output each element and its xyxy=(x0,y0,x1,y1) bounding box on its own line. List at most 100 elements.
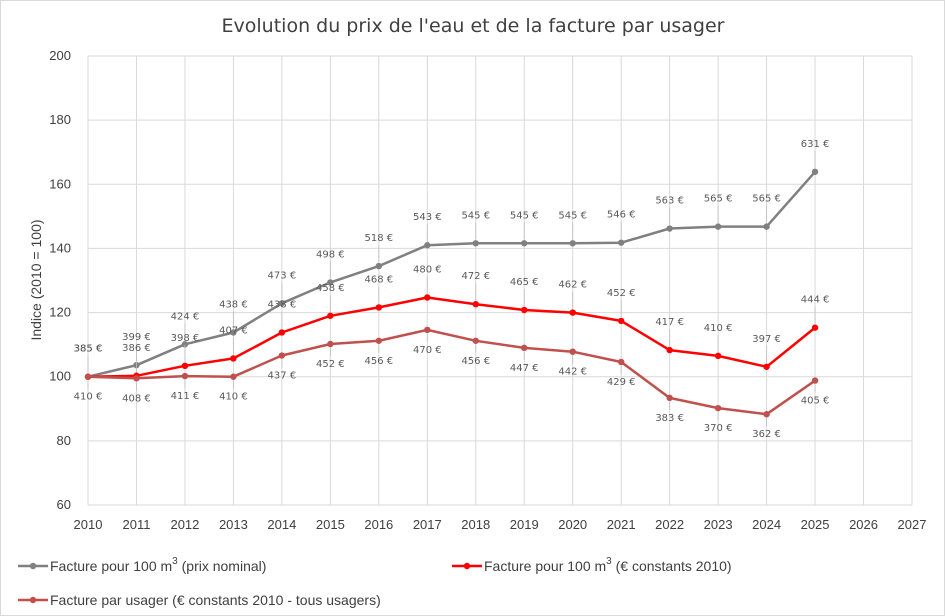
x-tick-label: 2022 xyxy=(655,517,684,532)
data-label-constant: 407 € xyxy=(219,325,248,336)
data-label-usager: 370 € xyxy=(704,423,733,434)
legend-label-superscript: 3 xyxy=(606,556,612,567)
data-label-usager: 383 € xyxy=(655,413,684,424)
data-label-usager: 411 € xyxy=(171,391,200,402)
y-tick-label: 100 xyxy=(49,369,71,384)
data-point-usager xyxy=(133,375,140,382)
data-point-constant xyxy=(230,355,237,362)
data-point-constant xyxy=(569,309,576,316)
legend-item-nominal: Facture pour 100 m3 (prix nominal) xyxy=(18,556,266,574)
data-point-nominal xyxy=(181,341,189,348)
data-label-nominal: 518 € xyxy=(365,233,394,244)
data-label-usager: 405 € xyxy=(801,396,830,407)
data-point-constant xyxy=(424,294,431,301)
data-point-constant xyxy=(521,306,528,314)
series-line-nominal xyxy=(87,170,817,378)
data-label-nominal: 563 € xyxy=(655,196,684,207)
series-layer: 385 € 399 € 424 € 438 € 473 € 498 € 518 € 543 €… xyxy=(74,139,830,440)
series-usager: 410 € 408 € 411 € 410 € 437 € 452 € 456 € 470 €… xyxy=(74,326,830,440)
series-line-usager xyxy=(87,328,816,416)
data-label-nominal: 545 € xyxy=(510,210,539,221)
legend-label-tail: (€ constants 2010) xyxy=(612,558,732,574)
x-tick-label: 2027 xyxy=(898,517,927,532)
data-label-usager: 470 € xyxy=(413,345,442,356)
data-label-usager: 456 € xyxy=(365,356,394,367)
data-label-nominal: 498 € xyxy=(316,249,345,260)
data-point-usager xyxy=(763,411,770,418)
data-point-usager xyxy=(617,358,625,366)
y-tick-label: 140 xyxy=(49,240,71,255)
data-point-nominal xyxy=(617,239,625,246)
data-point-usager xyxy=(424,326,431,334)
data-point-constant xyxy=(472,301,479,308)
data-label-nominal: 385 € xyxy=(74,344,103,355)
legend-label-superscript: 3 xyxy=(172,556,178,567)
x-tick-label: 2014 xyxy=(267,517,296,532)
data-label-nominal: 545 € xyxy=(558,210,587,221)
data-label-nominal: 546 € xyxy=(607,210,636,221)
data-point-nominal xyxy=(714,223,722,230)
data-point-nominal xyxy=(424,242,431,249)
data-point-constant xyxy=(278,329,286,336)
data-point-usager xyxy=(375,337,383,344)
legend-swatch-marker xyxy=(463,562,471,570)
data-point-nominal xyxy=(230,329,237,336)
data-label-nominal: 424 € xyxy=(171,311,200,322)
data-label-usager: 442 € xyxy=(558,367,587,378)
y-tick-label: 80 xyxy=(57,433,71,448)
data-point-usager xyxy=(472,337,479,344)
x-tick-label: 2025 xyxy=(801,517,830,532)
data-point-usager xyxy=(327,340,334,348)
data-label-constant: 417 € xyxy=(655,317,684,328)
legend-label-main: Facture par usager (€ constants 2010 - t… xyxy=(50,592,381,608)
x-tick-label: 2018 xyxy=(461,517,490,532)
x-tick-label: 2015 xyxy=(316,517,345,532)
legend-label-main: Facture pour 100 m xyxy=(50,558,172,574)
legend: Facture pour 100 m3 (prix nominal) Factur… xyxy=(18,556,732,608)
data-label-nominal: 438 € xyxy=(219,299,248,310)
data-label-usager: 447 € xyxy=(510,363,539,374)
data-point-constant xyxy=(617,317,625,325)
data-label-constant: 397 € xyxy=(752,334,781,345)
x-axis: 2010 2011 2012 2013 2014 2015 2016 2017 2018 2019… xyxy=(74,517,927,532)
data-label-constant: 465 € xyxy=(510,277,539,288)
data-label-usager: 410 € xyxy=(74,392,103,403)
y-tick-label: 180 xyxy=(49,112,71,127)
data-label-usager: 410 € xyxy=(219,392,248,403)
legend-label: Facture pour 100 m3 (prix nominal) xyxy=(50,556,266,574)
y-axis: 60 80 100 120 140 160 180 200 xyxy=(49,48,71,512)
data-label-nominal: 631 € xyxy=(801,139,830,150)
data-label-constant: 468 € xyxy=(365,274,394,285)
legend-swatch-marker xyxy=(29,562,37,570)
data-point-usager xyxy=(569,348,576,355)
data-point-usager xyxy=(278,352,286,359)
x-tick-label: 2019 xyxy=(510,517,539,532)
x-tick-label: 2013 xyxy=(219,517,248,532)
data-point-nominal xyxy=(278,300,286,307)
x-tick-label: 2021 xyxy=(607,517,636,532)
data-label-nominal: 473 € xyxy=(268,270,297,281)
data-point-constant xyxy=(714,352,722,360)
x-tick-label: 2023 xyxy=(704,517,733,532)
x-tick-label: 2026 xyxy=(849,517,878,532)
data-label-usager: 452 € xyxy=(316,359,345,370)
data-label-constant: 452 € xyxy=(607,288,636,299)
data-point-constant xyxy=(181,362,189,370)
data-label-nominal: 545 € xyxy=(461,210,490,221)
data-point-constant xyxy=(327,312,334,319)
data-point-constant xyxy=(763,363,770,370)
legend-item-usager: Facture par usager (€ constants 2010 - t… xyxy=(18,592,381,608)
data-point-usager xyxy=(666,394,673,402)
data-label-constant: 472 € xyxy=(461,271,490,282)
data-label-usager: 437 € xyxy=(268,371,297,382)
y-tick-label: 200 xyxy=(49,48,71,63)
data-label-constant: 458 € xyxy=(316,283,345,294)
data-point-constant xyxy=(666,346,673,354)
chart-title: Evolution du prix de l'eau et de la fact… xyxy=(222,15,725,37)
data-label-constant: 480 € xyxy=(413,264,442,275)
x-tick-label: 2011 xyxy=(122,517,150,532)
y-tick-label: 120 xyxy=(49,305,71,320)
data-label-usager: 362 € xyxy=(752,429,781,440)
